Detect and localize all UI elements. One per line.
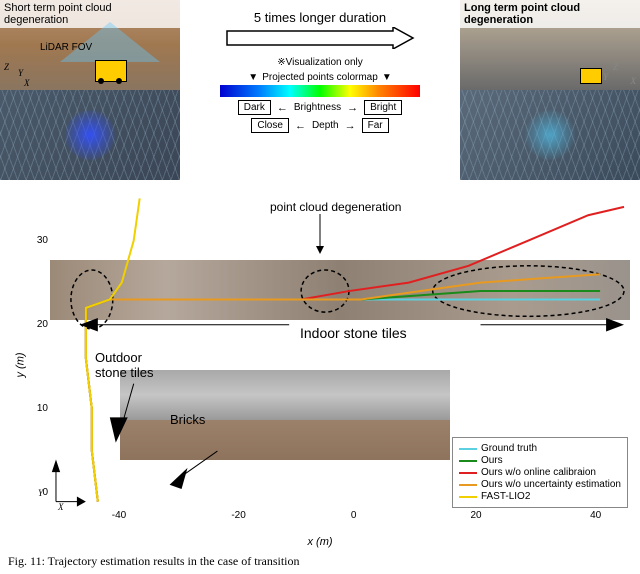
lidar-fov-label: LiDAR FOV <box>40 42 92 53</box>
annot-outdoor: Outdoor stone tiles <box>95 350 154 380</box>
brightness-mid: Brightness <box>294 102 341 113</box>
photo-long-term: Long term point cloud degeneration Z Y X <box>460 0 640 90</box>
chart-area: point cloud degeneration Indoor stone ti… <box>0 180 640 550</box>
depth-right: Far <box>362 118 389 133</box>
pointcloud-short-term <box>0 90 180 180</box>
x-axis: -40-2002040 <box>50 510 630 530</box>
annot-pcd-arrow <box>310 214 330 254</box>
panel-right: Long term point cloud degeneration Z Y X <box>460 0 640 180</box>
figure-caption: Fig. 11: Trajectory estimation results i… <box>0 550 640 573</box>
tri-left-icon: ▼ <box>248 72 258 83</box>
legend-row: Ours w/o uncertainty estimation <box>459 479 621 490</box>
annot-indoor: Indoor stone tiles <box>300 325 407 341</box>
axis-z-r: Z <box>613 62 618 72</box>
axis-z: Z <box>4 62 9 72</box>
axis-y-r: Y <box>603 72 608 82</box>
axis-x-r: X <box>631 76 637 86</box>
pc-blur-left <box>65 110 115 160</box>
mini-axis-x: X <box>58 502 64 512</box>
pc-blur-right <box>525 110 575 160</box>
depth-mid: Depth <box>312 120 339 131</box>
arrow-right-icon <box>225 27 415 49</box>
annot-pcd: point cloud degeneration <box>270 200 401 214</box>
robot-icon-right <box>580 68 602 84</box>
tri-right-icon: ▼ <box>382 72 392 83</box>
x-axis-label: x (m) <box>307 536 332 548</box>
legend-row: Ours w/o online calibraion <box>459 467 621 478</box>
legend-row: Ground truth <box>459 443 621 454</box>
colormap-label: Projected points colormap <box>262 72 378 83</box>
figure: Short term point cloud degeneration LiDA… <box>0 0 640 574</box>
arrow-right-small-icon: → <box>347 102 358 114</box>
legend-row: FAST-LIO2 <box>459 491 621 502</box>
pointcloud-long-term <box>460 90 640 180</box>
viz-note: ※Visualization only <box>277 57 362 68</box>
top-row: Short term point cloud degeneration LiDA… <box>0 0 640 180</box>
duration-text: 5 times longer duration <box>254 10 386 25</box>
depth-row: Close ← Depth → Far <box>251 118 388 133</box>
colormap-bar <box>220 85 420 97</box>
long-term-title: Long term point cloud degeneration <box>460 0 640 28</box>
depth-left: Close <box>251 118 289 133</box>
arrow-left-icon: ← <box>277 102 288 114</box>
annot-bricks: Bricks <box>170 412 205 427</box>
robot-icon <box>95 60 127 82</box>
arrow-left-icon2: ← <box>295 120 306 132</box>
axis-x: X <box>24 78 30 88</box>
photo-short-term: Short term point cloud degeneration LiDA… <box>0 0 180 90</box>
panel-center: 5 times longer duration ※Visualization o… <box>180 0 460 180</box>
legend-row: Ours <box>459 455 621 466</box>
arrow-right-icon2: → <box>345 120 356 132</box>
mini-axis-y: Y <box>38 488 43 498</box>
long-term-title-text: Long term point cloud degeneration <box>464 2 580 26</box>
y-axis-label: y (m) <box>15 352 27 377</box>
panel-left: Short term point cloud degeneration LiDA… <box>0 0 180 180</box>
brightness-left: Dark <box>238 100 271 115</box>
axis-y: Y <box>18 68 23 78</box>
brightness-right: Bright <box>364 100 402 115</box>
y-axis: 0102030 <box>30 190 50 510</box>
brightness-row: Dark ← Brightness → Bright <box>238 100 403 115</box>
legend: Ground truthOursOurs w/o online calibrai… <box>452 437 628 508</box>
